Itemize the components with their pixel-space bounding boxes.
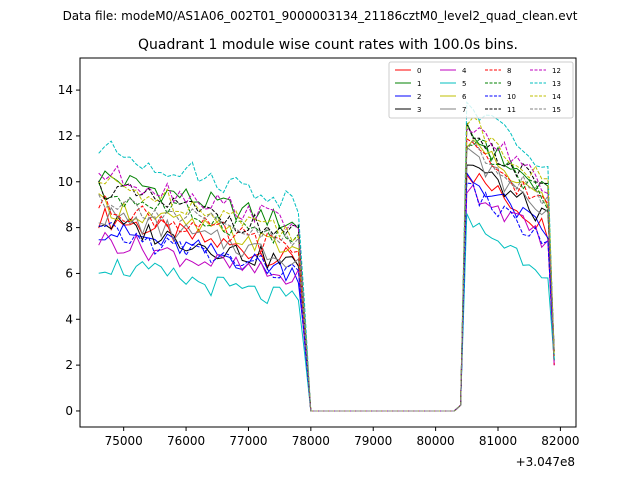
legend-label-10: 10 [507,93,516,101]
legend-label-13: 13 [552,80,561,88]
series-15-line [98,139,555,412]
legend-label-5: 5 [462,80,466,88]
y-axis: 0 2 4 6 8 10 12 14 [58,83,80,418]
series-layer [98,101,555,412]
x-tick-label: 78000 [292,434,330,448]
legend-label-1: 1 [417,80,421,88]
axes-frame [79,57,577,428]
y-tick-label: 14 [58,83,73,97]
series-9-line [98,138,555,412]
legend-label-9: 9 [507,80,511,88]
x-offset-label: +3.047e8 [516,455,575,469]
legend-box [388,61,574,119]
legend-label-4: 4 [462,67,467,75]
y-tick-label: 2 [65,358,73,372]
x-tick-label: 79000 [354,434,392,448]
x-tick-label: 76000 [167,434,205,448]
legend-label-15: 15 [552,106,561,114]
legend-label-8: 8 [507,67,511,75]
legend-label-12: 12 [552,67,561,75]
legend-label-7: 7 [462,106,466,114]
y-tick-label: 12 [58,129,73,143]
x-tick-label: 81000 [479,434,517,448]
legend-label-11: 11 [507,106,516,114]
y-tick-label: 6 [65,266,73,280]
data-file-suptitle: Data file: modeM0/AS1A06_002T01_90000031… [63,9,578,23]
x-tick-label: 82000 [541,434,579,448]
x-tick-label: 75000 [105,434,143,448]
y-tick-label: 10 [58,175,73,189]
legend-label-14: 14 [552,93,561,101]
y-tick-label: 4 [65,312,73,326]
y-tick-label: 8 [65,221,73,235]
x-tick-label: 77000 [229,434,267,448]
x-tick-label: 80000 [417,434,455,448]
y-tick-label: 0 [65,404,73,418]
x-axis: 75000 76000 77000 78000 79000 80000 81000 82000 [105,427,579,448]
legend-label-3: 3 [417,106,421,114]
legend-label-2: 2 [417,93,421,101]
chart-title: Quadrant 1 module wise count rates with … [138,37,518,53]
legend-label-0: 0 [417,67,421,75]
legend-label-6: 6 [462,93,467,101]
